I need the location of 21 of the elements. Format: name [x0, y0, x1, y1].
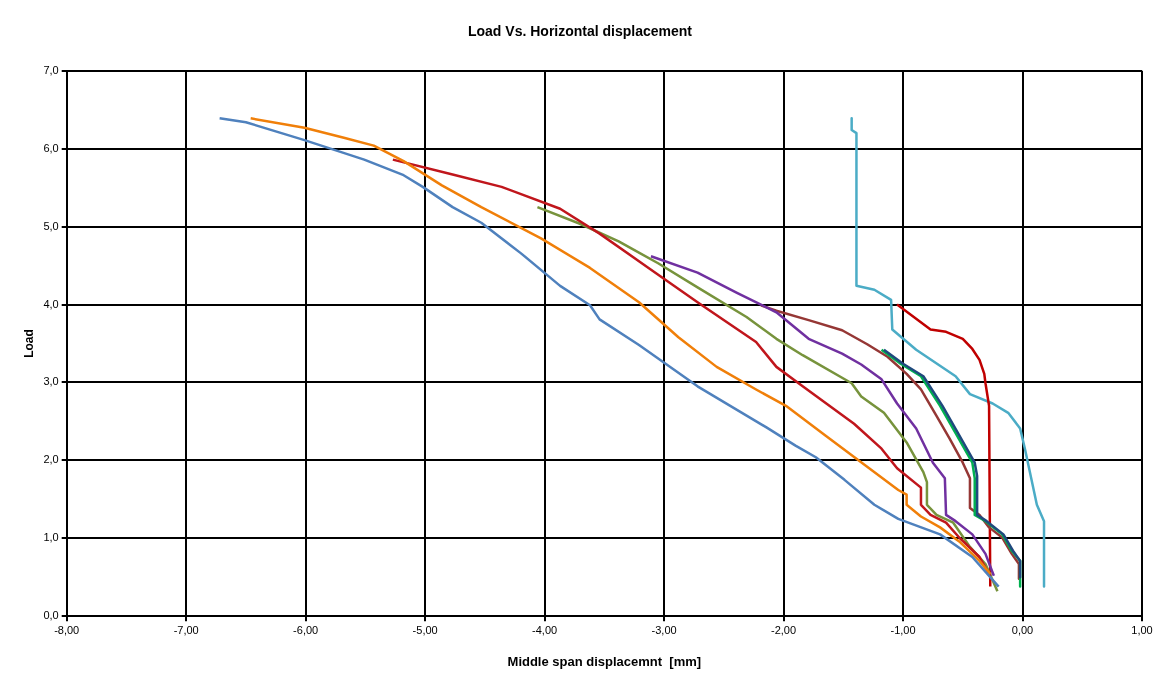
x-tick-label: -2,00 [771, 623, 797, 636]
y-tick-label: 4,0 [43, 297, 59, 310]
y-tick-label: 5,0 [43, 219, 59, 232]
x-tick-label: -6,00 [293, 623, 319, 636]
y-axis-title: Load [21, 329, 36, 358]
x-tick-label: -5,00 [412, 623, 438, 636]
x-axis-title: Middle span displacemnt [mm] [507, 653, 702, 669]
y-tick-label: 7,0 [43, 63, 59, 76]
y-tick-label: 0,0 [43, 609, 59, 622]
x-tick-label: 1,00 [1131, 623, 1153, 636]
y-tick-label: 3,0 [43, 375, 59, 388]
y-tick-label: 6,0 [43, 141, 59, 154]
y-tick-label: 1,0 [43, 531, 59, 544]
y-tick-label: 2,0 [43, 453, 59, 466]
chart-title: Load Vs. Horizontal displacement [467, 23, 693, 40]
x-tick-label: 0,00 [1011, 623, 1034, 636]
x-tick-label: -7,00 [173, 623, 199, 636]
x-tick-label: -4,00 [532, 623, 558, 636]
x-tick-label: -8,00 [54, 623, 80, 636]
x-tick-label: -1,00 [890, 623, 916, 636]
x-tick-label: -3,00 [651, 623, 677, 636]
